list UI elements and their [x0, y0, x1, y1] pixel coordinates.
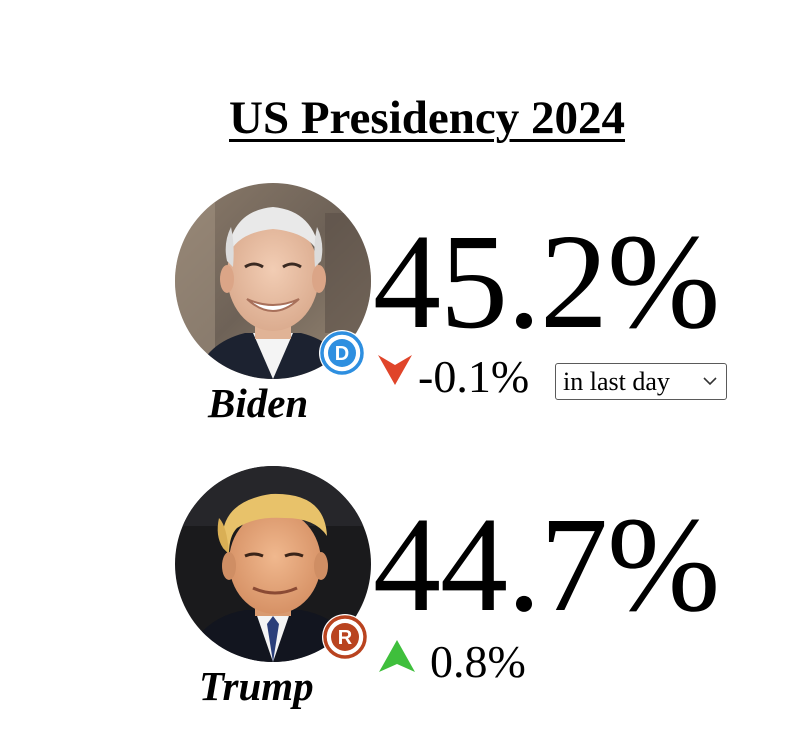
- candidate-percent-trump: 44.7%: [373, 490, 720, 640]
- period-select[interactable]: in last day: [555, 363, 727, 400]
- trend-up-arrow-icon: [377, 638, 417, 674]
- republican-logo-icon: R: [323, 615, 367, 659]
- republican-party-badge: R: [322, 614, 368, 660]
- candidate-change-trump: 0.8%: [430, 636, 526, 687]
- candidate-photo-biden: [175, 183, 371, 379]
- chevron-down-icon: [703, 377, 717, 386]
- candidate-name-biden: Biden: [208, 380, 309, 426]
- candidate-change-biden: -0.1%: [418, 351, 530, 402]
- candidate-name-trump: Trump: [199, 663, 314, 709]
- democrat-logo-icon: D: [320, 331, 364, 375]
- svg-text:R: R: [338, 627, 353, 649]
- svg-text:D: D: [335, 343, 349, 365]
- trend-down-arrow-icon: [376, 351, 414, 387]
- page-title: US Presidency 2024: [229, 92, 626, 144]
- democrat-party-badge: D: [319, 330, 365, 376]
- period-select-value: in last day: [563, 366, 670, 396]
- biden-portrait-icon: [175, 183, 371, 379]
- candidate-percent-biden: 45.2%: [373, 207, 720, 357]
